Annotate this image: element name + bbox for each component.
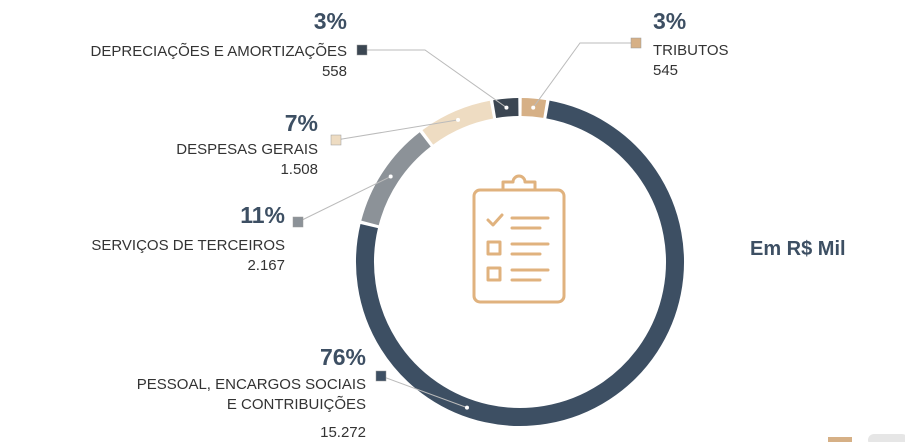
leader-dot — [464, 405, 469, 410]
leader-line — [335, 119, 459, 141]
donut-segment — [356, 100, 684, 426]
legend-swatch — [292, 216, 304, 228]
percent-label: 7% — [284, 110, 318, 136]
category-label: DESPESAS GERAIS — [176, 141, 318, 158]
legend-swatch — [375, 370, 387, 382]
percent-label: 3% — [653, 8, 687, 34]
percent-label: 11% — [240, 202, 285, 228]
percent-label: 3% — [313, 8, 347, 34]
decoration — [868, 434, 905, 442]
percent-label: 76% — [319, 344, 366, 370]
value-label: 1.508 — [280, 161, 318, 178]
legend-swatch — [630, 37, 642, 49]
decoration — [828, 437, 852, 442]
leader-dot — [531, 105, 536, 110]
clipboard-icon — [472, 174, 566, 304]
category-label: TRIBUTOS — [653, 42, 729, 59]
donut-segment — [361, 132, 431, 226]
category-label: DEPRECIAÇÕES E AMORTIZAÇÕES — [90, 43, 347, 60]
leader-dot — [456, 117, 461, 122]
leader-dot — [504, 105, 509, 110]
legend-swatch — [330, 134, 342, 146]
leader-line — [297, 176, 391, 223]
value-label: 15.272 — [320, 424, 366, 441]
value-label: 2.167 — [247, 257, 285, 274]
value-label: 545 — [653, 62, 679, 79]
category-label: SERVIÇOS DE TERCEIROS — [91, 237, 285, 254]
leader-line — [362, 49, 507, 109]
legend-swatch — [356, 44, 368, 56]
value-label: 558 — [321, 63, 347, 80]
leader-line — [380, 375, 468, 409]
category-label: PESSOAL, ENCARGOS SOCIAIS E CONTRIBUIÇÕE… — [136, 376, 366, 413]
leader-line — [532, 42, 636, 108]
leader-dot — [388, 174, 393, 179]
unit-label: Em R$ Mil — [750, 238, 846, 260]
